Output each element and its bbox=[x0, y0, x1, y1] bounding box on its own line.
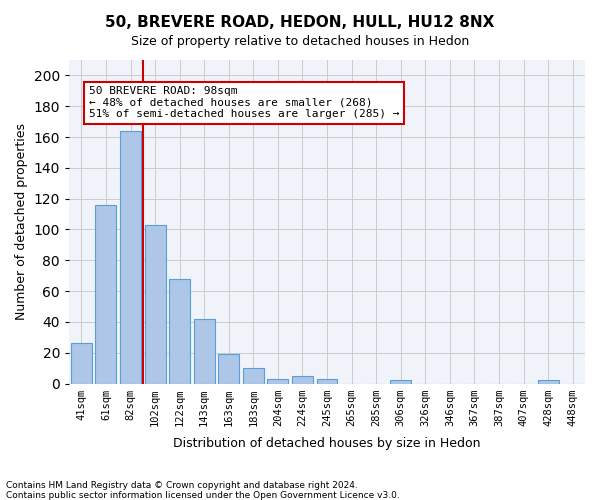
Bar bbox=[194, 319, 215, 384]
Y-axis label: Number of detached properties: Number of detached properties bbox=[15, 124, 28, 320]
Bar bbox=[120, 131, 141, 384]
Bar bbox=[268, 379, 289, 384]
Bar bbox=[169, 279, 190, 384]
Bar bbox=[538, 380, 559, 384]
Text: Contains public sector information licensed under the Open Government Licence v3: Contains public sector information licen… bbox=[6, 491, 400, 500]
Bar bbox=[71, 344, 92, 384]
Text: 50, BREVERE ROAD, HEDON, HULL, HU12 8NX: 50, BREVERE ROAD, HEDON, HULL, HU12 8NX bbox=[106, 15, 494, 30]
X-axis label: Distribution of detached houses by size in Hedon: Distribution of detached houses by size … bbox=[173, 437, 481, 450]
Bar bbox=[317, 379, 337, 384]
Bar bbox=[145, 225, 166, 384]
Bar bbox=[243, 368, 264, 384]
Bar bbox=[218, 354, 239, 384]
Text: 50 BREVERE ROAD: 98sqm
← 48% of detached houses are smaller (268)
51% of semi-de: 50 BREVERE ROAD: 98sqm ← 48% of detached… bbox=[89, 86, 399, 120]
Bar bbox=[95, 205, 116, 384]
Bar bbox=[292, 376, 313, 384]
Text: Contains HM Land Registry data © Crown copyright and database right 2024.: Contains HM Land Registry data © Crown c… bbox=[6, 481, 358, 490]
Bar bbox=[391, 380, 411, 384]
Text: Size of property relative to detached houses in Hedon: Size of property relative to detached ho… bbox=[131, 35, 469, 48]
